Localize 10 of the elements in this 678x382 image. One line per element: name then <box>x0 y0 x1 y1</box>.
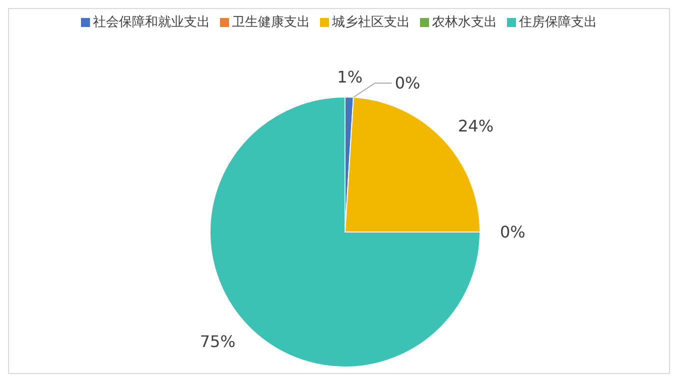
data-label: 75% <box>200 332 236 352</box>
legend-label: 卫生健康支出 <box>231 14 310 31</box>
text: 0% <box>394 74 420 93</box>
legend-label: 城乡社区支出 <box>331 14 410 31</box>
data-label: 1% <box>337 68 363 87</box>
legend-label: 社会保障和就业支出 <box>92 14 210 31</box>
legend-label: 农林水支出 <box>431 14 497 31</box>
legend-label: 住房保障支出 <box>518 14 597 31</box>
text: 0% <box>500 222 526 242</box>
data-label: 24% <box>458 116 494 136</box>
